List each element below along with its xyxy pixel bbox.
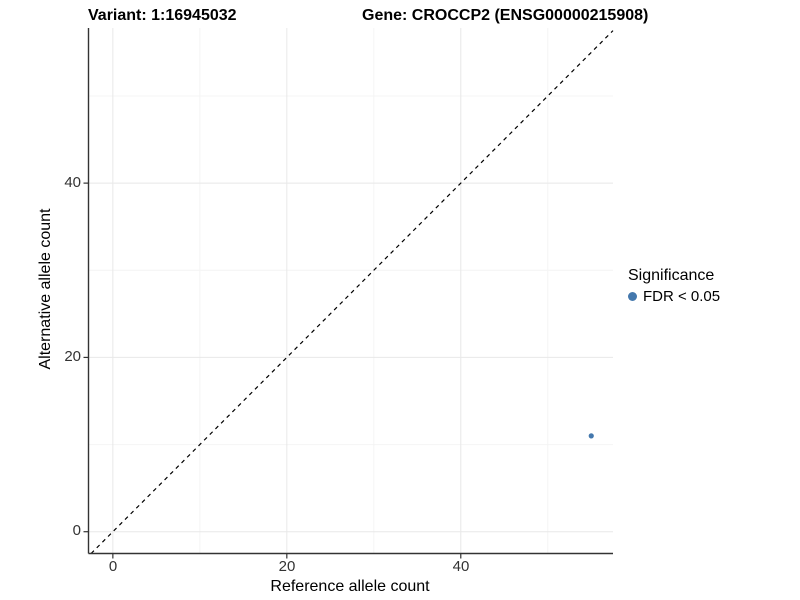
- legend-title: Significance: [628, 267, 715, 284]
- y-tick-label: 20: [64, 348, 81, 365]
- x-tick-label: 20: [278, 558, 296, 575]
- x-tick-label: 40: [452, 558, 470, 575]
- x-axis-title: Reference allele count: [270, 578, 430, 595]
- plot-title-variant: Variant: 1:16945032: [88, 7, 237, 24]
- y-tick-label: 40: [64, 174, 81, 191]
- data-points: [588, 433, 594, 439]
- identity-dashed-line: [90, 30, 614, 554]
- legend: Significance FDR < 0.05: [628, 265, 798, 307]
- grid-lines: [88, 28, 613, 554]
- scatter-point: [588, 433, 594, 439]
- axis-lines: [87, 28, 613, 555]
- circle-icon: [628, 292, 637, 301]
- y-tick-label: 0: [72, 522, 81, 539]
- y-axis-title: Alternative allele count: [37, 208, 54, 370]
- axis-tick-marks: [83, 182, 462, 559]
- plot-title-gene: Gene: CROCCP2 (ENSG00000215908): [362, 7, 649, 24]
- x-tick-label: 0: [108, 558, 118, 575]
- identity-line: [90, 30, 614, 554]
- legend-item-label: FDR < 0.05: [643, 288, 721, 305]
- legend-item: FDR < 0.05: [628, 286, 798, 307]
